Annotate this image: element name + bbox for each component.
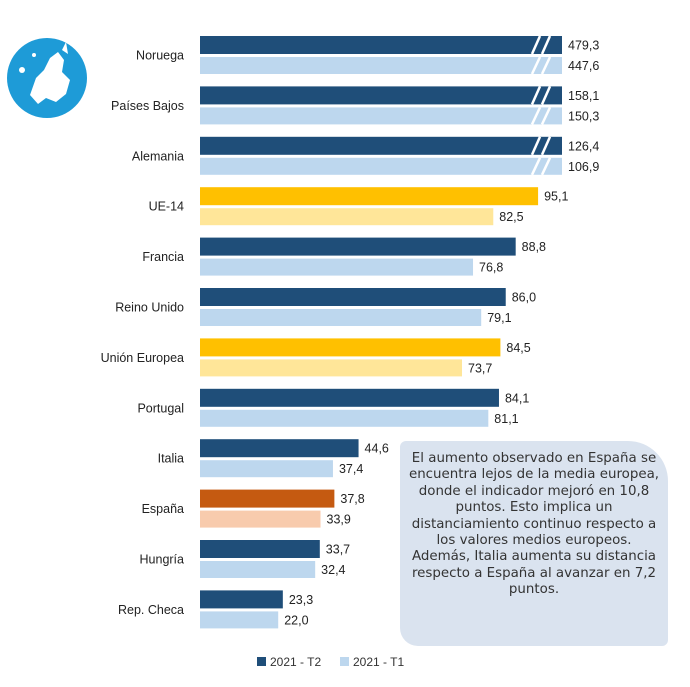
data-label: 86,0 — [512, 291, 536, 305]
data-label: 73,7 — [468, 361, 492, 375]
data-label: 84,5 — [506, 341, 530, 355]
category-label: Portugal — [137, 401, 184, 415]
bar-t1 — [200, 57, 562, 74]
category-label: Reino Unido — [115, 301, 184, 315]
axis-break-mark — [530, 85, 542, 105]
legend-label-t2: 2021 - T2 — [270, 655, 321, 669]
bar-t2 — [200, 36, 562, 54]
bar-t1 — [200, 107, 562, 125]
bar-t2 — [200, 439, 359, 458]
legend-label-t1: 2021 - T1 — [353, 655, 404, 669]
category-label: Francia — [142, 250, 184, 264]
axis-break-mark — [530, 136, 542, 156]
data-label: 22,0 — [284, 613, 308, 627]
data-label: 150,3 — [568, 109, 599, 123]
data-label: 33,9 — [327, 513, 351, 527]
axis-break-mark — [540, 106, 552, 125]
data-label: 79,1 — [487, 311, 511, 325]
category-label: Países Bajos — [111, 99, 184, 113]
data-label: 126,4 — [568, 139, 599, 153]
category-label: Italia — [158, 452, 184, 466]
axis-break-mark — [540, 136, 552, 156]
bar-t1 — [200, 208, 494, 226]
data-label: 106,9 — [568, 160, 599, 174]
category-label: Noruega — [136, 49, 184, 63]
axis-break-mark — [540, 56, 552, 75]
bar-t1 — [200, 258, 474, 276]
data-label: 479,3 — [568, 39, 599, 53]
bar-t2 — [200, 86, 562, 105]
axis-break-mark — [530, 106, 542, 125]
axis-break-mark — [530, 157, 542, 176]
category-label: España — [142, 502, 184, 516]
data-label: 95,1 — [544, 190, 568, 204]
axis-break-mark — [540, 85, 552, 105]
annotation-box: El aumento observado en España se encuen… — [400, 441, 668, 646]
category-label: Alemania — [132, 149, 184, 163]
axis-break-mark — [540, 35, 552, 55]
bar-t2 — [200, 590, 283, 609]
data-label: 158,1 — [568, 89, 599, 103]
bar-t2 — [200, 237, 516, 256]
bar-t1 — [200, 460, 333, 478]
data-label: 44,6 — [365, 442, 389, 456]
bar-t2 — [200, 288, 506, 306]
category-label: Unión Europea — [101, 351, 184, 365]
bar-t1 — [200, 561, 316, 578]
bar-t1 — [200, 409, 489, 427]
legend: 2021 - T2 2021 - T1 — [257, 655, 404, 669]
bar-t2 — [200, 187, 539, 206]
bar-t1 — [200, 309, 482, 326]
bar-t1 — [200, 359, 463, 377]
data-label: 447,6 — [568, 59, 599, 73]
bar-t1 — [200, 157, 562, 175]
data-label: 32,4 — [321, 563, 345, 577]
category-label: UE-14 — [149, 200, 184, 214]
category-label: Rep. Checa — [118, 603, 184, 617]
legend-swatch-t2 — [257, 657, 266, 666]
legend-swatch-t1 — [340, 657, 349, 666]
data-label: 23,3 — [289, 593, 313, 607]
data-label: 81,1 — [494, 412, 518, 426]
bar-t1 — [200, 510, 321, 528]
data-label: 37,4 — [339, 462, 363, 476]
category-label: Hungría — [140, 553, 185, 567]
axis-break-mark — [540, 157, 552, 176]
data-label: 37,8 — [340, 492, 364, 506]
data-label: 76,8 — [479, 261, 503, 275]
bar-t2 — [200, 338, 501, 357]
bar-t2 — [200, 540, 320, 558]
europe-map-icon — [7, 38, 87, 118]
axis-break-mark — [530, 35, 542, 55]
bar-t2 — [200, 388, 499, 407]
axis-break-mark — [530, 56, 542, 75]
bar-t1 — [200, 611, 279, 629]
data-label: 33,7 — [326, 543, 350, 557]
bar-t2 — [200, 489, 335, 508]
bar-t2 — [200, 136, 562, 155]
data-label: 88,8 — [522, 240, 546, 254]
data-label: 84,1 — [505, 391, 529, 405]
data-label: 82,5 — [499, 210, 523, 224]
